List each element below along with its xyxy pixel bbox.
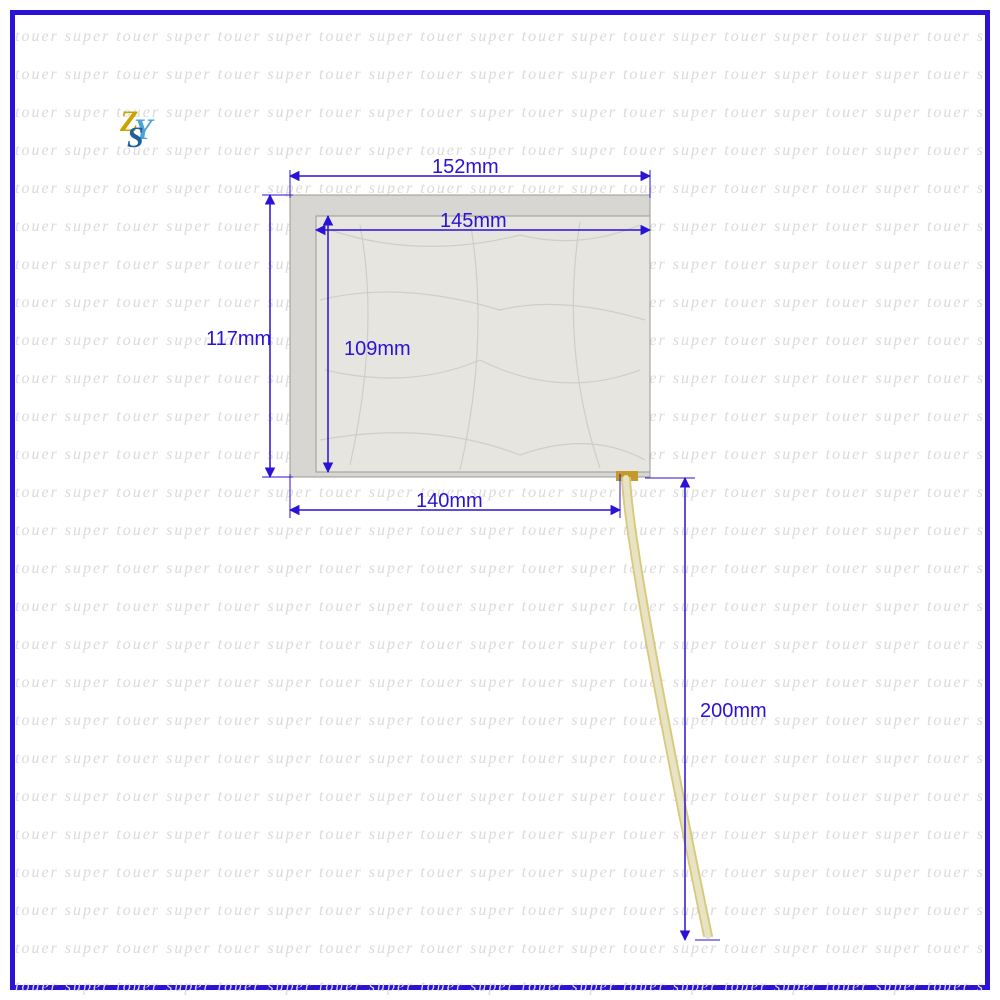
dim-label-width-outer: 152mm <box>432 156 499 179</box>
dim-label-height-inner: 109mm <box>344 338 411 361</box>
outer-border <box>10 10 990 990</box>
dim-label-height-outer: 117mm <box>206 328 271 351</box>
dim-label-cable-length: 200mm <box>700 700 767 723</box>
logo-letter: S <box>127 121 144 155</box>
dim-label-width-bottom: 140mm <box>416 490 483 513</box>
dim-label-width-inner: 145mm <box>440 210 507 233</box>
